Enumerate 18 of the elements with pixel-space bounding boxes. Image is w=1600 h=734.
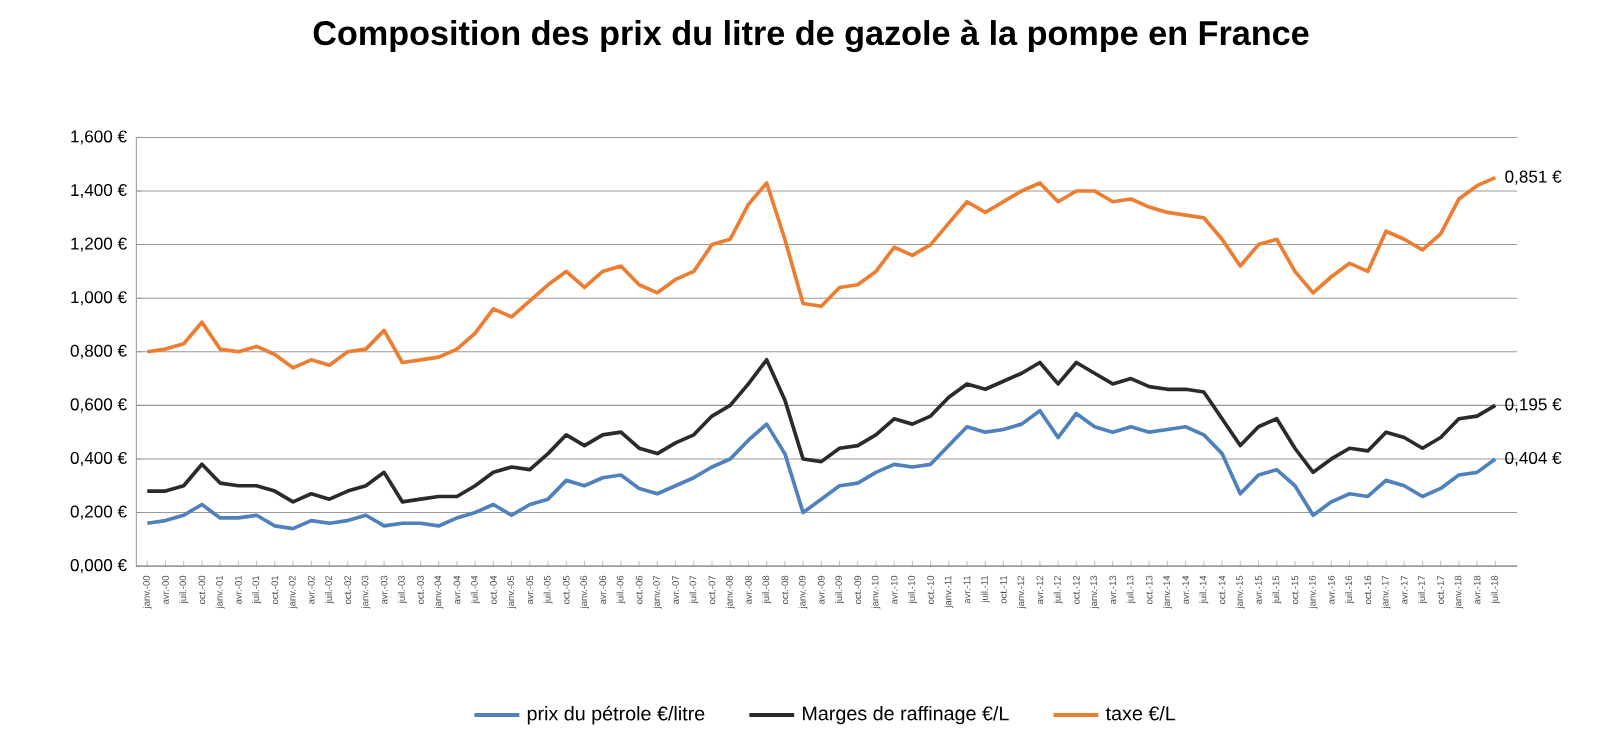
- chart-title: Composition des prix du litre de gazole à la pompe en France: [313, 19, 1309, 52]
- y-tick-label: 1,000 €: [71, 290, 127, 305]
- y-tick-label: 0,600 €: [70, 397, 127, 413]
- annotation: 0,195 €: [1505, 397, 1562, 413]
- annotation: 0,851 €: [1505, 170, 1562, 185]
- y-tick-label: 0,400 €: [70, 451, 127, 466]
- y-tick-label: 1,600 €: [71, 130, 127, 145]
- legend-label: taxe €/L: [1105, 705, 1176, 721]
- y-tick-label: 0,200 €: [70, 505, 127, 520]
- line-series: [145, 357, 1498, 504]
- y-tick-label: 0,800 €: [70, 344, 127, 359]
- legend-label: prix du pétrole €/litre: [527, 705, 705, 725]
- annotation: 0,404 €: [1505, 451, 1562, 466]
- y-tick-label: 0,000 €: [70, 558, 127, 573]
- y-tick-label: 1,200 €: [71, 237, 127, 252]
- legend-label: Marges de raffinage €/L: [803, 705, 1009, 724]
- y-tick-label: 1,400 €: [71, 183, 127, 198]
- line-series: [145, 408, 1498, 531]
